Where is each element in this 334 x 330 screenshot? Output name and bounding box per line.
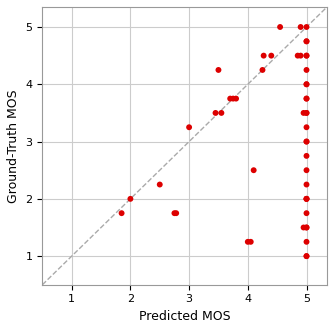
Point xyxy=(304,110,309,116)
Point xyxy=(301,225,306,230)
Point xyxy=(301,110,306,116)
Point xyxy=(233,96,239,101)
Point xyxy=(213,110,218,116)
Point xyxy=(304,253,309,259)
Point xyxy=(261,53,266,58)
Point xyxy=(304,139,309,144)
Point xyxy=(219,110,224,116)
Point xyxy=(260,67,265,73)
X-axis label: Predicted MOS: Predicted MOS xyxy=(139,310,230,323)
Point xyxy=(304,168,309,173)
Point xyxy=(298,24,303,30)
Point xyxy=(157,182,162,187)
Point xyxy=(295,53,300,58)
Point xyxy=(251,168,257,173)
Point xyxy=(304,110,309,116)
Point xyxy=(269,53,274,58)
Point xyxy=(304,96,309,101)
Point xyxy=(186,125,192,130)
Point xyxy=(245,239,250,245)
Point xyxy=(298,53,303,58)
Point xyxy=(304,24,309,30)
Point xyxy=(304,82,309,87)
Point xyxy=(304,253,309,259)
Point xyxy=(304,196,309,202)
Point xyxy=(304,239,309,245)
Point xyxy=(172,211,177,216)
Point xyxy=(304,153,309,158)
Point xyxy=(304,39,309,44)
Point xyxy=(304,53,309,58)
Point xyxy=(304,196,309,202)
Point xyxy=(248,239,254,245)
Point xyxy=(119,211,124,216)
Point xyxy=(304,225,309,230)
Point xyxy=(304,225,309,230)
Point xyxy=(304,182,309,187)
Point xyxy=(128,196,133,202)
Point xyxy=(304,39,309,44)
Point xyxy=(304,211,309,216)
Point xyxy=(304,125,309,130)
Point xyxy=(278,24,283,30)
Point xyxy=(304,67,309,73)
Point xyxy=(174,211,179,216)
Point xyxy=(304,196,309,202)
Point xyxy=(304,53,309,58)
Point xyxy=(216,67,221,73)
Point xyxy=(304,96,309,101)
Point xyxy=(304,139,309,144)
Point xyxy=(230,96,236,101)
Point xyxy=(227,96,233,101)
Point xyxy=(304,82,309,87)
Y-axis label: Ground-Truth MOS: Ground-Truth MOS xyxy=(7,89,20,203)
